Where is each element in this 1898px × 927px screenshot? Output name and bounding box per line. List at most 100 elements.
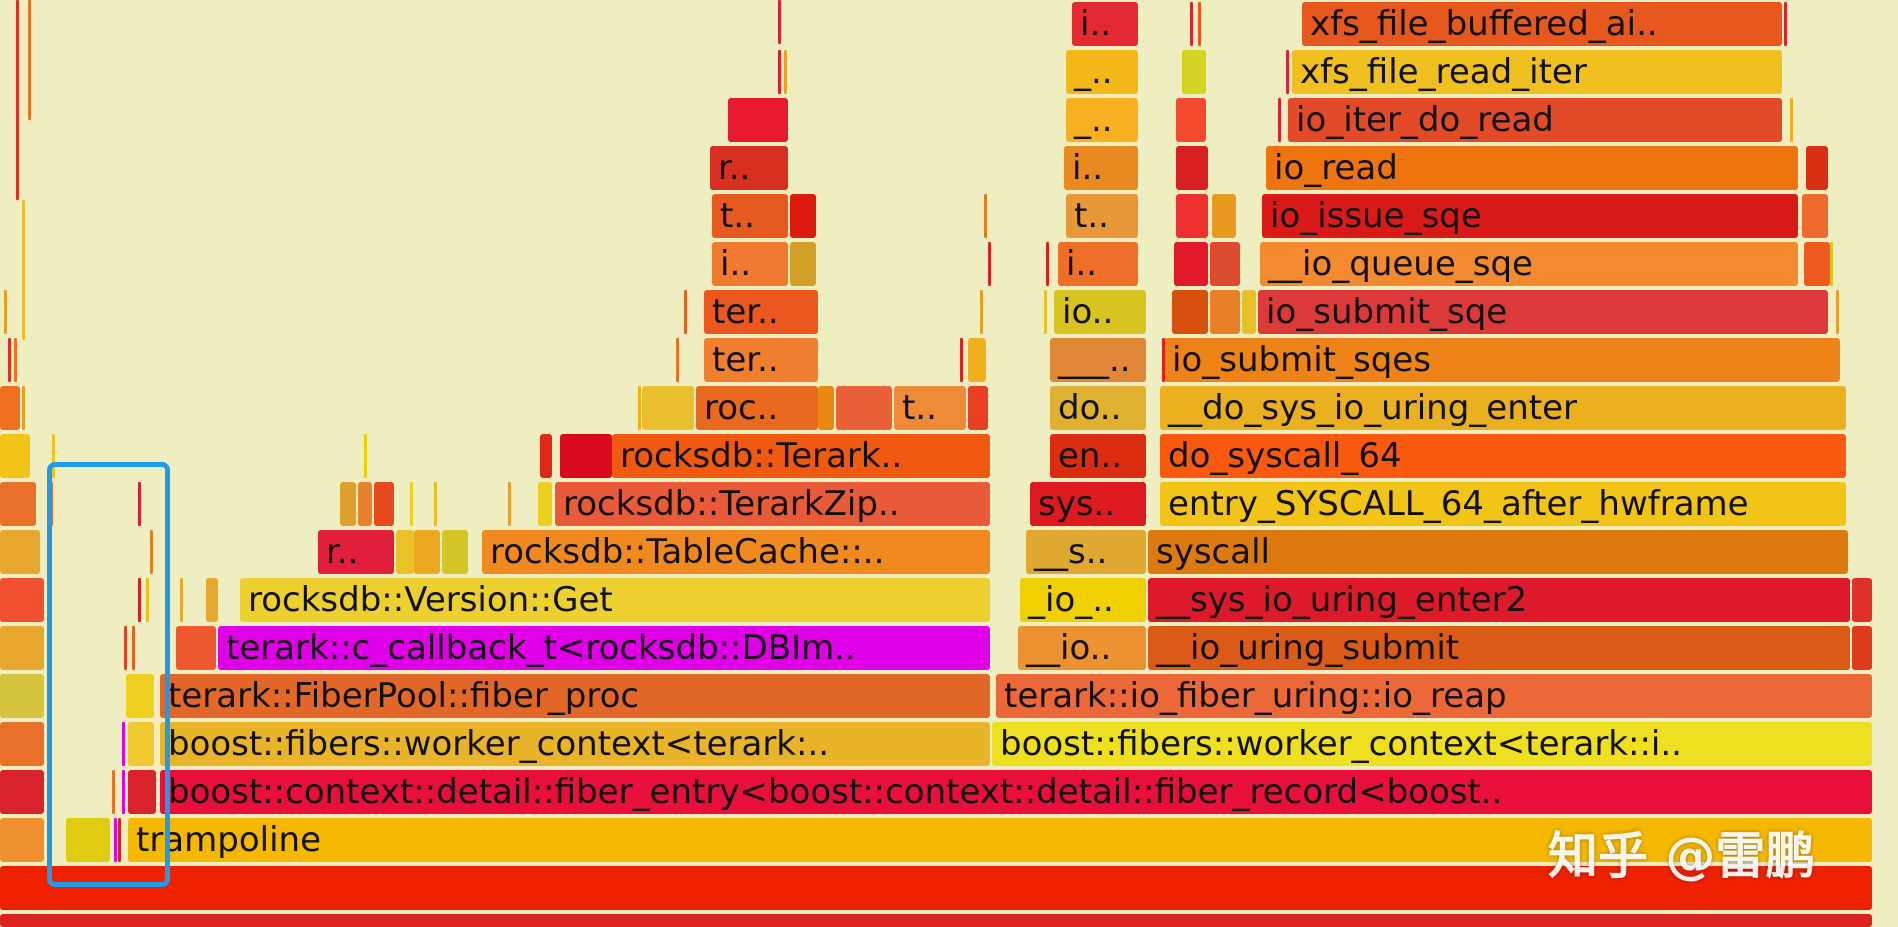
frame-ter-short-1[interactable]: ter.. (704, 338, 818, 382)
frame-io-submit-sqe[interactable]: io_submit_sqe (1258, 290, 1828, 334)
frame-xfs-file-buffered[interactable]: xfs_file_buffered_ai.. (1302, 2, 1782, 46)
frame-small[interactable] (0, 626, 44, 670)
frame-table-cache[interactable]: rocksdb::TableCache::.. (482, 530, 990, 574)
frame-root[interactable] (0, 866, 1872, 910)
frame-small[interactable] (790, 242, 816, 286)
frame-en-short[interactable]: en.. (1050, 434, 1146, 478)
frame-terark-zip[interactable]: rocksdb::TerarkZip.. (555, 482, 990, 526)
frame-small[interactable] (340, 482, 356, 526)
frame-small[interactable] (1172, 290, 1208, 334)
frame-small[interactable] (128, 722, 154, 766)
frame-small[interactable] (1804, 242, 1830, 286)
frame-r-short[interactable]: r.. (318, 530, 394, 574)
frame-small[interactable] (1242, 290, 1256, 334)
frame-small[interactable] (442, 530, 468, 574)
frame-small[interactable] (1176, 98, 1206, 142)
frame-small[interactable] (538, 482, 552, 526)
frame-i-short-2[interactable]: i.. (1058, 242, 1138, 286)
frame-small[interactable] (358, 482, 372, 526)
frame-small[interactable] (396, 530, 414, 574)
frame-ter-short-2[interactable]: ter.. (704, 290, 818, 334)
frame-entry-syscall[interactable]: entry_SYSCALL_64_after_hwframe (1160, 482, 1846, 526)
highlight-box (47, 462, 170, 887)
frame-io-uring-submit[interactable]: __io_uring_submit (1148, 626, 1850, 670)
frame-io-read[interactable]: io_read (1266, 146, 1798, 190)
frame-io-reap[interactable]: terark::io_fiber_uring::io_reap (996, 674, 1872, 718)
frame-i-short-4[interactable]: i.. (1072, 2, 1138, 46)
frame-roc-short[interactable]: roc.. (696, 386, 818, 430)
frame-small[interactable] (540, 434, 552, 478)
frame-t-short-3[interactable]: t.. (1066, 194, 1138, 238)
frame-r-short-2[interactable]: r.. (710, 146, 788, 190)
frame-io-iter-do-read[interactable]: io_iter_do_read (1288, 98, 1782, 142)
frame-t-short-2[interactable]: t.. (712, 194, 788, 238)
frame-small[interactable] (1174, 242, 1208, 286)
frame-small[interactable] (968, 338, 986, 382)
frame-small[interactable] (66, 818, 110, 862)
frame-sys-short[interactable]: sys.. (1030, 482, 1146, 526)
frame-fiber-entry[interactable]: boost::context::detail::fiber_entry<boos… (160, 770, 1872, 814)
frame-small[interactable] (1176, 194, 1208, 238)
frame-small[interactable] (1210, 290, 1240, 334)
frame-small[interactable] (818, 386, 834, 430)
frame-small[interactable] (0, 530, 40, 574)
frame-small[interactable] (642, 386, 694, 430)
frame-trampoline[interactable]: trampoline (128, 818, 1872, 862)
frame-small[interactable] (0, 770, 44, 814)
frame-small[interactable] (0, 722, 44, 766)
frame-syscall[interactable]: syscall (1148, 530, 1848, 574)
frame-small[interactable] (1806, 146, 1828, 190)
frame-small[interactable] (0, 578, 44, 622)
frame-small[interactable] (176, 626, 216, 670)
frame-xfs-file-read-iter[interactable]: xfs_file_read_iter (1292, 50, 1782, 94)
frame-small[interactable] (1176, 146, 1208, 190)
frame-t-short[interactable]: t.. (894, 386, 966, 430)
frame-small[interactable] (0, 482, 36, 526)
frame-version-get[interactable]: rocksdb::Version::Get (240, 578, 990, 622)
frame-worker-context-right[interactable]: boost::fibers::worker_context<terark::i.… (992, 722, 1872, 766)
frame-i-short-3[interactable]: i.. (1064, 146, 1138, 190)
frame-small[interactable] (1852, 578, 1872, 622)
frame-small[interactable] (0, 818, 44, 862)
frame-small[interactable] (1212, 194, 1236, 238)
frame-sys-io-uring-enter2[interactable]: __sys_io_uring_enter2 (1148, 578, 1850, 622)
frame-c-callback[interactable]: terark::c_callback_t<rocksdb::DBIm.. (218, 626, 990, 670)
frame-small[interactable] (560, 434, 612, 478)
frame-do-sys-io-uring-enter[interactable]: __do_sys_io_uring_enter (1160, 386, 1846, 430)
frame-do-short[interactable]: do.. (1050, 386, 1146, 430)
frame-small[interactable] (1182, 50, 1206, 94)
frame-small[interactable] (836, 386, 892, 430)
frame-underscore-short[interactable]: ___.. (1050, 338, 1146, 382)
frame-underscore-short-2[interactable]: _.. (1066, 98, 1138, 142)
frame-io-submit-sqes[interactable]: io_submit_sqes (1164, 338, 1840, 382)
frame-small[interactable] (1852, 626, 1872, 670)
frame-small[interactable] (414, 530, 440, 574)
frame-do-syscall[interactable]: do_syscall_64 (1160, 434, 1846, 478)
frame-s-short[interactable]: __s.. (1026, 530, 1146, 574)
frame-small[interactable] (128, 770, 156, 814)
frame-small[interactable] (1210, 242, 1240, 286)
frame-small[interactable] (0, 674, 44, 718)
frame-small[interactable] (206, 578, 218, 622)
frame-fiber-proc[interactable]: terark::FiberPool::fiber_proc (160, 674, 990, 718)
frame-io-uring-submit-short[interactable]: __io.. (1018, 626, 1146, 670)
frame-i-short-1[interactable]: i.. (712, 242, 788, 286)
frame-worker-context-left[interactable]: boost::fibers::worker_context<terark:.. (160, 722, 990, 766)
frame-blank-red[interactable] (728, 98, 788, 142)
frame-io-issue-sqe[interactable]: io_issue_sqe (1262, 194, 1798, 238)
frame-terark-short[interactable]: rocksdb::Terark.. (612, 434, 990, 478)
frame-small[interactable] (374, 482, 394, 526)
frame-io-short[interactable]: io.. (1054, 290, 1146, 334)
frame-small[interactable] (0, 434, 30, 478)
frame-small[interactable] (126, 674, 154, 718)
frame-small[interactable] (1802, 194, 1828, 238)
frame-small[interactable] (968, 386, 988, 430)
frame-root-2[interactable] (0, 914, 1872, 927)
frame-io-short-2[interactable]: _io_.. (1020, 578, 1146, 622)
frame-underscore-short-3[interactable]: _.. (1066, 50, 1138, 94)
watermark-text: 知乎 @雷鹏 (1548, 827, 1816, 885)
frame-io-queue-sqe[interactable]: __io_queue_sqe (1260, 242, 1798, 286)
frame-small[interactable] (790, 194, 816, 238)
frame-small[interactable] (0, 386, 20, 430)
